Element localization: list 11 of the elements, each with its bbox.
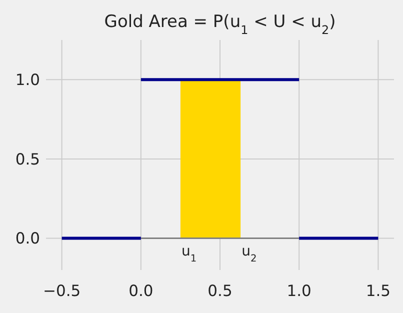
y-tick-label: 1.0 [15, 71, 40, 90]
x-tick-label: 0.5 [208, 282, 232, 300]
x-tick-label: 0.0 [128, 282, 154, 300]
annotation: u$_{2}$ [242, 243, 257, 264]
annotation: u$_{1}$ [181, 243, 197, 264]
chart-title: Gold Area = P(u$_{1}$ < U < u$_{2}$) [104, 12, 336, 37]
y-tick-label: 0.5 [15, 150, 40, 168]
x-tick-label: 1.5 [366, 282, 391, 300]
x-tick-label: 1.0 [286, 282, 312, 300]
x-tick-label: −0.5 [43, 282, 81, 300]
y-tick-label: 0.0 [15, 230, 40, 248]
